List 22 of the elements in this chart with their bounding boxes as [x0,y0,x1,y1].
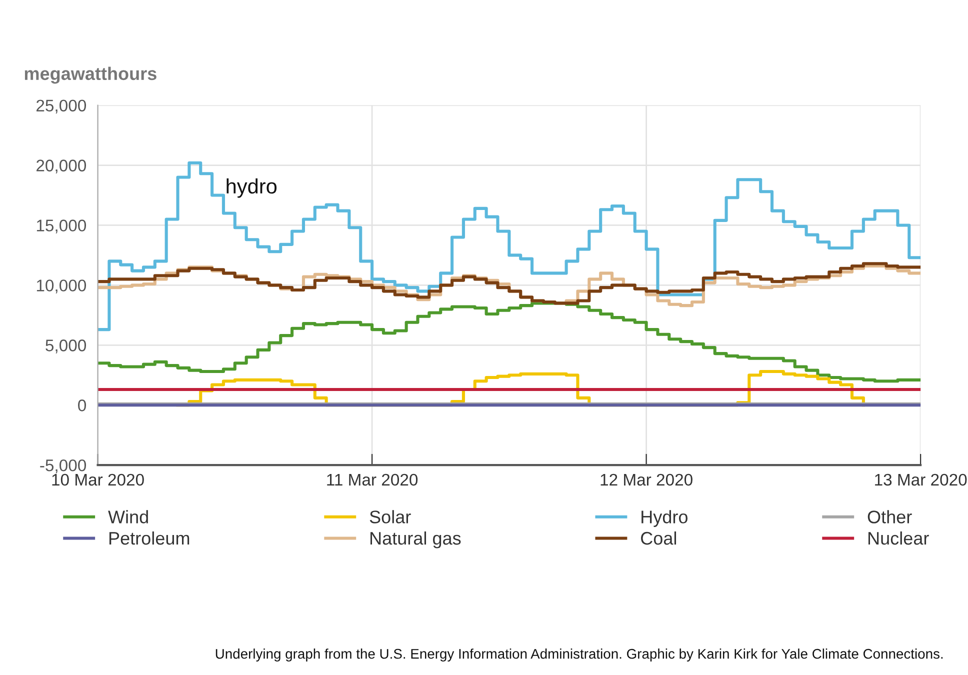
legend-label: Solar [370,510,411,524]
legend-label: Wind [108,510,148,524]
y-tick-label: 15,000 [36,220,86,234]
y-axis-title: megawatthours [24,66,156,84]
y-tick-label: 25,000 [36,100,86,114]
text: Underlying graph from the U.S. Energy Information Administration. Graphic by Karin Kirk for Yale Climate Connections. [216,648,943,662]
legend-label: Hydro [642,510,688,527]
x-tick-label: 13 Mar 2020 [875,474,967,486]
y-tick-label: 20,000 [36,160,86,174]
annotation: hydro [226,178,277,198]
y-tick-label: -5,000 [40,459,86,474]
legend-label: Nuclear [868,531,929,545]
y-tick-label: 0 [78,400,86,412]
y-tick-label: 5,000 [46,340,86,354]
legend-label: Coal [641,531,676,545]
legend-label: Other [868,510,912,524]
x-tick-label: 10 Mar 2020 [52,474,144,486]
legend-label: Petroleum [109,531,190,545]
legend-label: Natural gas [370,531,461,548]
y-tick-label: 10,000 [36,280,86,294]
x-tick-label: 11 Mar 2020 [327,474,418,486]
x-tick-label: 12 Mar 2020 [600,474,692,486]
